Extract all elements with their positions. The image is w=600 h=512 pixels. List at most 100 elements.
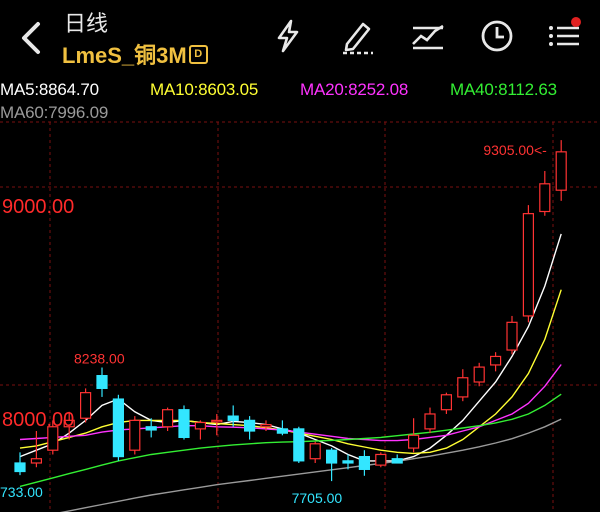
ma60-label: MA60:7996.09 (0, 103, 109, 122)
instrument-label: LmeS_铜3M (62, 43, 187, 68)
ma-line-ma20 (19, 364, 562, 442)
candle (178, 405, 190, 440)
candle (211, 413, 223, 436)
candle-body (424, 413, 436, 430)
candle-body (342, 460, 354, 464)
candle (129, 416, 141, 455)
ma20-label: MA20:8252.08 (300, 80, 409, 99)
top-bar: 日线 LmeS_铜3M D (0, 0, 600, 76)
candle-body (375, 453, 387, 466)
candle (260, 420, 272, 432)
candle (14, 452, 26, 476)
y-tick-label: 9000.00 (2, 196, 74, 218)
candle (79, 388, 92, 423)
candle-body (96, 375, 108, 389)
candle (47, 420, 59, 455)
ma5-label: MA5:8864.70 (0, 80, 99, 99)
candle (244, 416, 256, 440)
ma-legend-ma60: MA60:7996.09 (0, 103, 108, 123)
candle-body (211, 419, 223, 423)
back-arrow-icon[interactable] (14, 18, 48, 58)
candle-body (490, 355, 502, 366)
candle-body (30, 458, 42, 464)
price-annotation: 8238.00 (74, 351, 125, 367)
candle (145, 418, 157, 438)
grid-layer (0, 121, 600, 512)
candle (326, 448, 338, 482)
candle (490, 352, 502, 372)
period-label: 日线 (64, 11, 109, 36)
ma10-label: MA10:8603.05 (150, 80, 259, 99)
price-annotation: 7705.00 (292, 490, 343, 506)
menu-list-icon[interactable] (545, 16, 585, 56)
candle-body (227, 415, 239, 421)
candle (162, 407, 174, 432)
candle-body (178, 409, 190, 439)
ma-legend-ma40: MA40:8112.63 (450, 80, 557, 100)
candle-body (358, 455, 370, 470)
candle (555, 140, 567, 201)
candle (96, 367, 108, 397)
candle (457, 369, 469, 402)
label-layer: 9000.00 8000.00 9305.00<- 8238.00 7705.00 733… (0, 142, 547, 506)
trend-tool-icon[interactable] (408, 16, 448, 56)
ma-legend-ma10: MA10:8603.05 (150, 80, 258, 100)
candle-body (539, 183, 551, 213)
candle-body (63, 419, 75, 428)
candle (112, 394, 125, 461)
candle (539, 171, 551, 216)
candle-body (293, 428, 305, 462)
candle-body (326, 449, 338, 464)
candle-body (194, 421, 206, 430)
candle-layer (14, 140, 567, 482)
candle (375, 452, 387, 468)
candle-body (555, 151, 567, 191)
candle-body (506, 321, 518, 351)
candle-body (260, 424, 272, 428)
clock-icon[interactable] (477, 16, 517, 56)
candle (506, 315, 518, 355)
candle (293, 426, 305, 463)
candle (424, 407, 436, 434)
price-annotation: 9305.00<- (483, 142, 547, 158)
candle-body (162, 409, 174, 428)
candle-body (145, 426, 157, 431)
moving-average-layer (19, 233, 562, 512)
candle (391, 454, 403, 464)
daily-badge: D (188, 44, 208, 64)
candle (358, 450, 370, 476)
candle-body (14, 462, 26, 473)
candle-body (309, 443, 321, 460)
ma-legend-ma20: MA20:8252.08 (300, 80, 408, 100)
candle (522, 205, 535, 323)
candle (63, 411, 75, 440)
candle-body (473, 366, 485, 383)
candle-body (440, 394, 452, 411)
candle (440, 392, 452, 414)
candle-body (129, 419, 141, 451)
candle (309, 441, 321, 463)
price-annotation: 733.00 (0, 484, 43, 500)
candle-body (47, 426, 59, 451)
instrument-name[interactable]: LmeS_铜3M D (62, 38, 208, 70)
candle-body (522, 213, 535, 317)
candle (194, 420, 206, 440)
candle-body (276, 428, 288, 434)
candle-body (391, 458, 403, 464)
pen-icon[interactable] (338, 16, 378, 56)
candle (30, 431, 42, 468)
candle (408, 418, 420, 453)
lightning-icon[interactable] (268, 16, 308, 56)
candle (227, 405, 239, 427)
ma-line-ma40 (19, 393, 562, 488)
ma40-label: MA40:8112.63 (450, 80, 557, 99)
candle-body (112, 398, 125, 458)
notification-dot (571, 17, 581, 27)
candle-body (244, 419, 256, 432)
candle (342, 454, 354, 470)
ma-legend-row-1: MA5:8864.70 (0, 80, 99, 100)
candle-body (79, 392, 92, 419)
candle-body (408, 434, 420, 449)
candle-body (457, 377, 469, 398)
